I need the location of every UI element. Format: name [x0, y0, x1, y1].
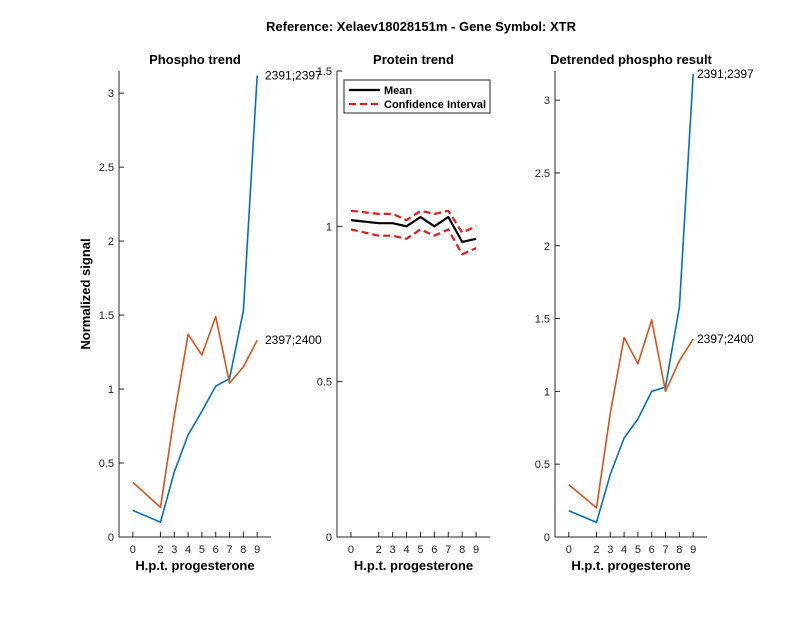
series-line-site-1: [568, 73, 694, 524]
series-annotation: 2391;2397: [697, 67, 754, 81]
x-axis-label: H.p.t. progesterone: [354, 558, 473, 573]
figure-suptitle: Reference: Xelaev18028151m - Gene Symbol…: [266, 19, 577, 34]
x-tick-label: 8: [676, 544, 682, 556]
series-annotation: 2397;2400: [265, 333, 322, 347]
x-tick-label: 2: [376, 544, 382, 556]
x-tick-label: 5: [635, 544, 641, 556]
legend-box: [343, 79, 491, 114]
x-tick-label: 3: [171, 544, 177, 556]
x-tick-label: 9: [473, 544, 479, 556]
x-tick-label: 7: [445, 544, 451, 556]
legend: Mean Confidence Interval: [343, 79, 491, 114]
panel-title: Protein trend: [373, 52, 454, 67]
x-tick-label: 4: [621, 544, 627, 556]
x-tick-label: 3: [390, 544, 396, 556]
x-tick-label: 9: [690, 544, 696, 556]
x-tick-label: 6: [649, 544, 655, 556]
x-tick-label: 0: [348, 544, 354, 556]
legend-entry-label: Confidence Interval: [384, 99, 486, 111]
y-tick-label: 1: [326, 221, 332, 233]
x-tick-label: 5: [199, 544, 205, 556]
y-tick-label: 3: [108, 88, 114, 100]
x-tick-label: 7: [662, 544, 668, 556]
y-tick-label: 2: [544, 241, 550, 253]
x-axis-label: H.p.t. progesterone: [135, 558, 254, 573]
panel-title: Detrended phospho result: [550, 52, 712, 67]
y-tick-label: 0.5: [99, 458, 114, 470]
x-tick-label: 6: [431, 544, 437, 556]
y-tick-label: 0: [108, 532, 114, 544]
x-tick-label: 0: [130, 544, 136, 556]
y-tick-label: 0: [326, 532, 332, 544]
y-tick-label: 0.5: [535, 459, 550, 471]
series-line-site-1: [132, 75, 258, 524]
y-tick-label: 2.5: [535, 168, 550, 180]
x-tick-label: 8: [459, 544, 465, 556]
series-line-site-2: [568, 319, 694, 509]
x-axis-label: H.p.t. progesterone: [571, 558, 690, 573]
y-tick-label: 1.5: [535, 314, 550, 326]
y-tick-label: 1: [544, 386, 550, 398]
x-tick-label: 4: [403, 544, 409, 556]
x-tick-label: 5: [417, 544, 423, 556]
x-tick-label: 6: [213, 544, 219, 556]
x-tick-label: 4: [185, 544, 191, 556]
x-tick-label: 9: [254, 544, 260, 556]
y-tick-label: 2: [108, 236, 114, 248]
series-annotation: 2391;2397: [265, 68, 322, 82]
y-tick-label: 0.5: [317, 377, 332, 389]
chart-panel-protein: Protein trend 0 0.5 1 1.5 0 2 3 4 5 6 7 8 9H.p.t. pro…: [317, 52, 491, 573]
series-line-site-2: [132, 315, 258, 509]
legend-entry-label: Mean: [384, 85, 412, 97]
series-annotation: 2397;2400: [697, 332, 754, 346]
x-tick-label: 7: [226, 544, 232, 556]
y-tick-label: 2.5: [99, 162, 114, 174]
y-tick-label: 0: [544, 532, 550, 544]
x-tick-label: 2: [157, 544, 163, 556]
series-line-confidence-interval: [350, 228, 477, 256]
y-tick-label: 1: [108, 384, 114, 396]
y-axis-label: Normalized signal: [78, 238, 93, 349]
panel-title: Phospho trend: [149, 52, 241, 67]
x-tick-label: 2: [593, 544, 599, 556]
y-tick-label: 1.5: [317, 66, 332, 78]
y-tick-label: 3: [544, 95, 550, 107]
x-tick-label: 3: [607, 544, 613, 556]
x-tick-label: 8: [240, 544, 246, 556]
y-tick-label: 1.5: [99, 310, 114, 322]
series-line-mean: [350, 215, 477, 243]
x-tick-label: 0: [566, 544, 572, 556]
